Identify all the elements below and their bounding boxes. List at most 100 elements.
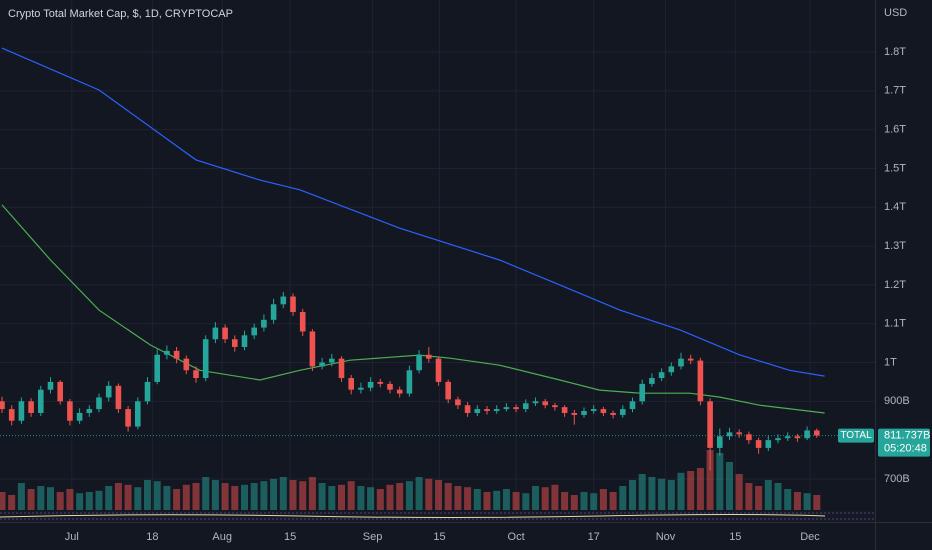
candle-body	[513, 407, 519, 410]
volume-pane	[0, 450, 821, 510]
volume-bar	[687, 471, 695, 510]
volume-bar	[105, 486, 113, 510]
candle-body	[232, 339, 238, 347]
candle-body	[173, 350, 180, 359]
volume-bar	[473, 489, 481, 510]
volume-bar	[182, 484, 190, 510]
volume-bar	[37, 486, 45, 510]
currency-label: USD	[884, 7, 907, 19]
y-tick-label: 1.6T	[884, 124, 906, 136]
moving-average	[1, 204, 825, 414]
candle-body	[367, 381, 374, 388]
volume-bar	[405, 481, 413, 510]
candle-body	[86, 409, 93, 413]
candle-body	[38, 389, 44, 413]
symbol-label: TOTAL	[840, 430, 872, 441]
candle-body	[523, 403, 529, 410]
candle-body	[639, 383, 645, 402]
candle-body	[261, 319, 267, 328]
volume-bar	[114, 483, 122, 510]
volume-bar	[570, 495, 578, 510]
candle-body	[542, 401, 548, 406]
candle-body	[125, 409, 131, 427]
moving-averages	[1, 47, 825, 414]
candle-body	[0, 401, 5, 410]
volume-bar	[376, 489, 384, 510]
candle-body	[775, 438, 781, 441]
volume-bar	[764, 480, 772, 510]
volume-bar	[260, 481, 268, 510]
candle-body	[28, 401, 34, 413]
candle-body	[338, 358, 345, 379]
volume-bar	[8, 495, 16, 510]
volume-bar	[677, 472, 685, 510]
volume-bar	[415, 477, 423, 510]
volume-bar	[202, 477, 210, 510]
volume-bar	[396, 483, 404, 510]
candle-body	[687, 358, 694, 361]
candle-body	[299, 312, 306, 332]
indicator-pane	[0, 511, 875, 521]
volume-bar	[580, 492, 588, 510]
volume-bar	[173, 489, 181, 510]
y-tick-label: 1.3T	[884, 240, 906, 252]
x-tick-label: Aug	[212, 531, 232, 543]
symbol-badge	[838, 428, 874, 443]
volume-bar	[134, 487, 142, 510]
volume-bar	[435, 480, 442, 510]
x-tick-label: 15	[284, 531, 296, 543]
volume-bar	[512, 492, 520, 510]
y-tick-label: 700B	[884, 473, 910, 485]
candle-body	[406, 370, 413, 394]
grid	[0, 0, 875, 522]
candle-body	[144, 381, 151, 402]
candle-body	[183, 358, 190, 371]
axes: 1.8T 1.7T 1.6T 1.5T 1.4T 1.3T 1.2T 1.1T 1T 900B 70…	[65, 46, 910, 543]
volume-bar	[609, 492, 617, 510]
candle-body	[678, 358, 684, 367]
volume-bar	[648, 477, 656, 510]
candle-body	[561, 407, 568, 413]
x-tick-label: 17	[588, 531, 600, 543]
volume-bar	[502, 489, 510, 510]
volume-bar	[541, 487, 549, 510]
candle-body	[435, 358, 442, 382]
candles	[0, 291, 820, 471]
volume-bar	[726, 462, 733, 510]
candle-body	[57, 381, 63, 402]
candle-body	[484, 409, 490, 412]
y-tick-label: 1.7T	[884, 85, 906, 97]
candle-body	[164, 350, 170, 355]
candle-body	[532, 401, 539, 404]
candle-body	[8, 409, 15, 421]
candle-body	[707, 401, 713, 448]
volume-bar	[221, 483, 229, 510]
y-tick-label: 1.2T	[884, 279, 906, 291]
volume-bar	[619, 486, 627, 510]
volume-bar	[76, 493, 84, 510]
volume-bar	[696, 468, 704, 510]
volume-bar	[270, 478, 278, 510]
x-tick-label: Oct	[508, 531, 525, 543]
volume-bar	[338, 484, 345, 510]
candle-body	[581, 411, 587, 415]
x-tick-label: Jul	[65, 531, 79, 543]
volume-bar	[357, 486, 365, 510]
volume-bar	[47, 487, 54, 510]
x-tick-label: 15	[729, 531, 741, 543]
candle-body	[726, 432, 733, 437]
candle-body	[396, 389, 403, 394]
candle-body	[717, 436, 723, 448]
candle-body	[309, 331, 316, 367]
volume-bar	[95, 490, 103, 510]
volume-bar	[308, 477, 316, 510]
volume-bar	[735, 474, 743, 510]
candle-body	[804, 430, 810, 439]
y-tick-label: 900B	[884, 395, 910, 407]
volume-bar	[784, 489, 792, 510]
volume-bar	[163, 486, 171, 510]
candle-body	[76, 412, 83, 421]
y-tick-label: 1.8T	[884, 46, 906, 58]
candle-body	[600, 409, 607, 413]
volume-bar	[706, 450, 714, 510]
